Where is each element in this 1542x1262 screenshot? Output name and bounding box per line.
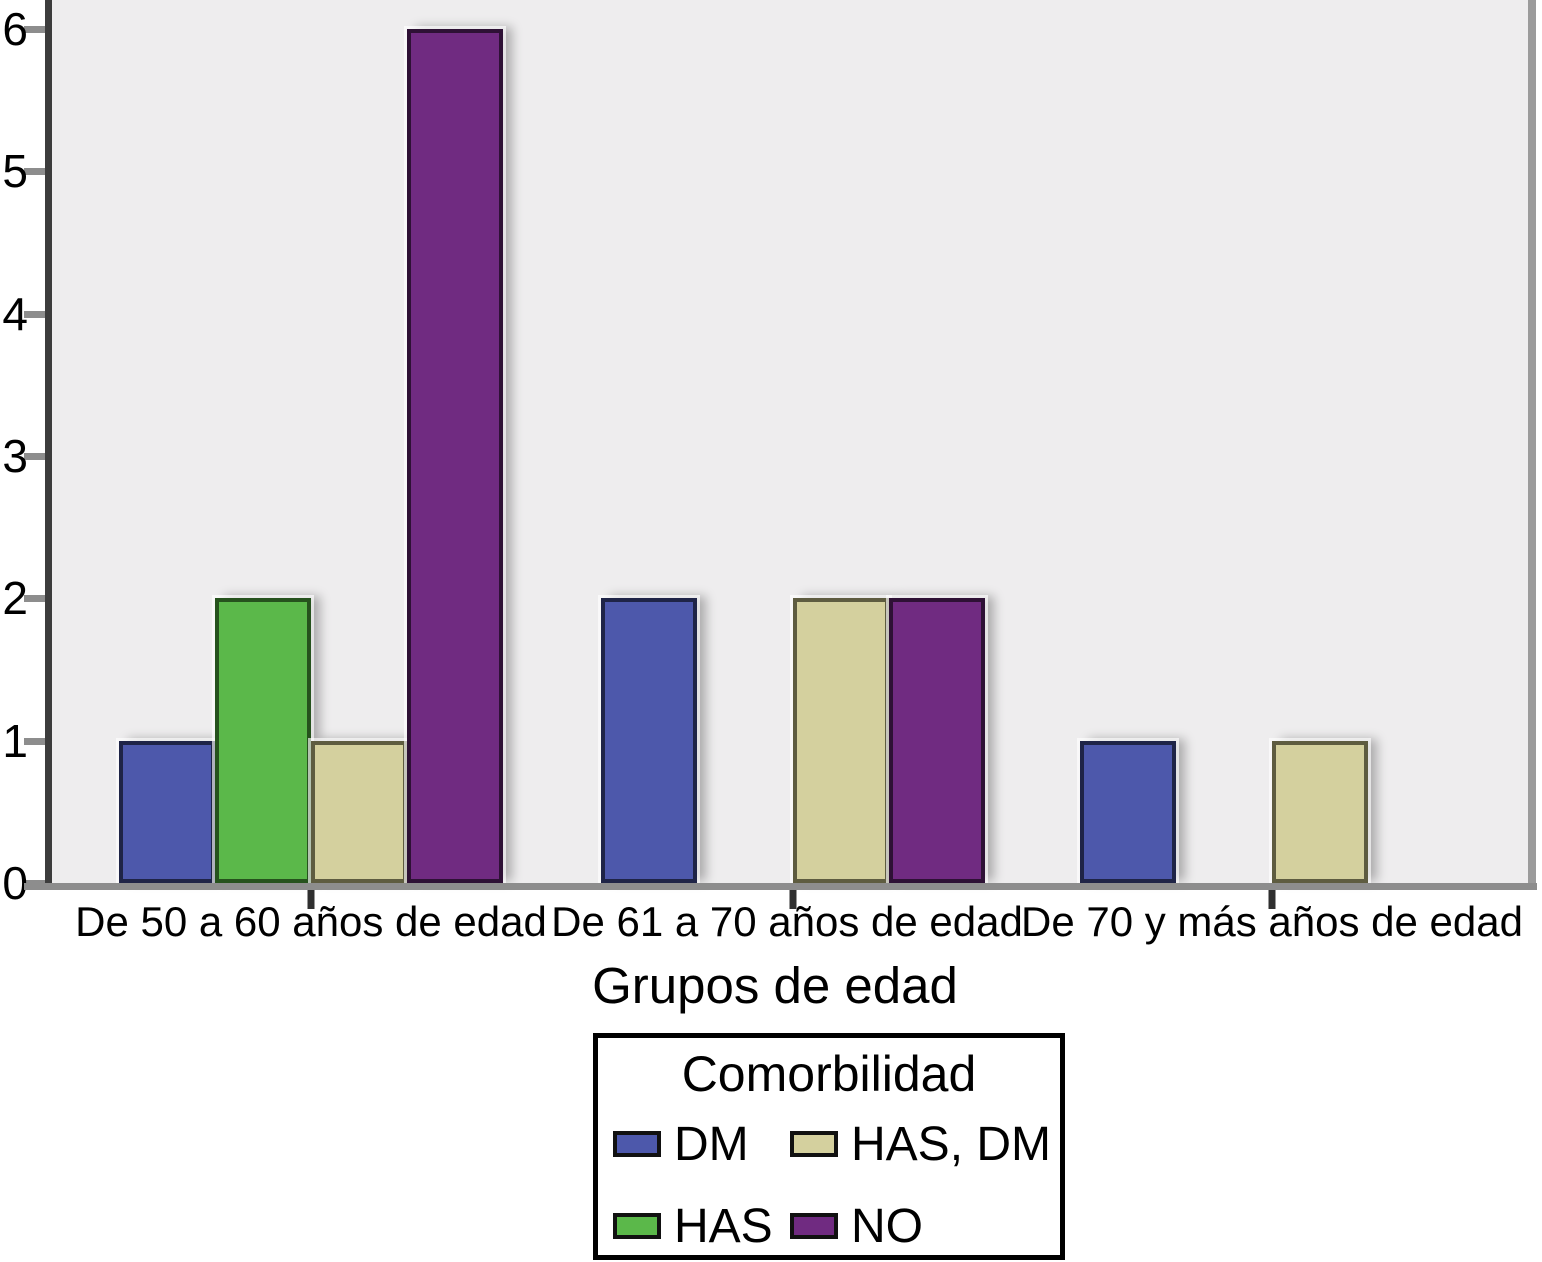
x-axis-line xyxy=(24,883,1537,890)
y-tick-3 xyxy=(24,453,46,460)
bar-has-cat1 xyxy=(215,598,311,883)
legend-item-dm: DM xyxy=(613,1117,749,1171)
legend-item-has: HAS xyxy=(613,1199,773,1253)
bar-dm-cat1 xyxy=(119,741,215,883)
bar-has-dm-cat2 xyxy=(793,598,889,883)
legend-title: Comorbilidad xyxy=(681,1046,977,1102)
legend-label-has-dm: HAS, DM xyxy=(851,1117,1052,1171)
category-tick-1 xyxy=(307,890,315,909)
y-tick-4 xyxy=(24,311,46,318)
y-tick-label-6: 6 xyxy=(2,3,28,55)
y-tick-label-4: 4 xyxy=(2,288,28,340)
legend-item-no: NO xyxy=(790,1199,923,1253)
legend-swatch-has xyxy=(613,1213,661,1239)
bar-has-dm-cat1 xyxy=(311,741,407,883)
bar-dm-cat2 xyxy=(601,598,697,883)
y-axis-line xyxy=(45,0,52,890)
category-label-70-plus: De 70 y más años de edad xyxy=(1021,898,1523,945)
y-tick-label-5: 5 xyxy=(2,145,28,197)
legend-swatch-no xyxy=(790,1213,838,1239)
bar-has-dm-cat3 xyxy=(1272,741,1368,883)
legend-label-dm: DM xyxy=(674,1117,749,1171)
y-tick-label-2: 2 xyxy=(2,572,28,624)
legend-swatch-dm xyxy=(613,1131,661,1157)
bar-no-cat1 xyxy=(407,29,503,883)
legend-label-has: HAS xyxy=(674,1199,773,1253)
x-axis-title: Grupos de edad xyxy=(592,957,958,1014)
y-tick-label-3: 3 xyxy=(2,430,28,482)
category-tick-3 xyxy=(1268,890,1276,909)
category-label-50-60: De 50 a 60 años de edad xyxy=(75,898,547,945)
y-tick-2 xyxy=(24,595,46,602)
category-label-61-70: De 61 a 70 años de edad xyxy=(551,898,1023,945)
plot-right-border xyxy=(1528,0,1536,883)
legend-item-has-dm: HAS, DM xyxy=(790,1117,1051,1171)
category-tick-2 xyxy=(789,890,797,909)
y-tick-label-1: 1 xyxy=(2,715,28,767)
y-tick-6 xyxy=(24,26,46,33)
legend-label-no: NO xyxy=(851,1199,923,1253)
legend-swatch-has-dm xyxy=(790,1131,838,1157)
bar-no-cat2 xyxy=(889,598,985,883)
y-tick-label-0: 0 xyxy=(2,857,28,909)
y-tick-1 xyxy=(24,738,46,745)
bar-dm-cat3 xyxy=(1080,741,1176,883)
y-tick-5 xyxy=(24,168,46,175)
